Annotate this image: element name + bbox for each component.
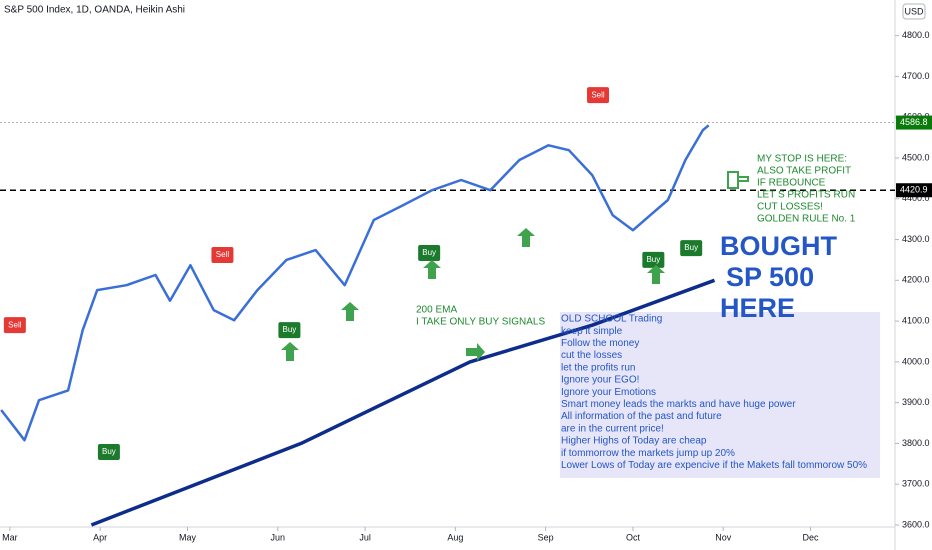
signal-marker <box>418 244 441 261</box>
y-tick-label: 3900.0 <box>902 397 930 407</box>
stop-text: CUT LOSSES! <box>757 202 823 213</box>
price-level-box <box>896 115 932 130</box>
note-line: OLD SCHOOL Trading <box>561 314 662 325</box>
arrow <box>647 265 665 284</box>
y-tick-label: 3800.0 <box>902 438 930 448</box>
note-line: cut the losses <box>561 350 622 361</box>
y-tick-label: 4400.0 <box>902 193 930 203</box>
stop-text: IF REBOUNCE <box>757 178 826 189</box>
price-level-label: 4420.9 <box>900 185 928 195</box>
note-line: are in the current price! <box>561 423 664 434</box>
signal-marker <box>587 87 610 104</box>
note-line: Follow the money <box>561 338 639 349</box>
note-line: Higher Highs of Today are cheap <box>561 436 707 447</box>
note-line: Ignore your EGO! <box>561 375 639 386</box>
signal-label: Buy <box>283 325 297 334</box>
stop-text: ALSO TAKE PROFIT <box>757 166 851 177</box>
bought-text: SP 500 <box>726 262 814 292</box>
x-tick-label: Nov <box>715 532 732 542</box>
signal-label: Buy <box>646 255 660 264</box>
currency-box[interactable] <box>902 3 926 20</box>
arrow <box>281 342 299 361</box>
x-tick-label: Sep <box>538 532 554 542</box>
signal-label: Sell <box>216 250 230 259</box>
x-tick-label: Jul <box>359 532 371 542</box>
x-tick-label: Jun <box>271 532 286 542</box>
price-level-box <box>896 183 932 198</box>
signal-marker <box>3 317 26 334</box>
y-tick-label: 4500.0 <box>902 152 930 162</box>
stop-text: GOLDEN RULE No. 1 <box>757 214 856 225</box>
note-line: Ignore your Emotions <box>561 387 656 398</box>
notes-box <box>560 312 880 478</box>
signal-label: Sell <box>591 90 605 99</box>
x-tick-label: Mar <box>2 532 18 542</box>
y-tick-label: 4000.0 <box>902 356 930 366</box>
x-tick-label: May <box>179 532 197 542</box>
arrow <box>517 228 535 247</box>
signal-label: Buy <box>102 447 116 456</box>
x-tick-label: Dec <box>803 532 820 542</box>
y-tick-label: 4300.0 <box>902 234 930 244</box>
signal-marker <box>97 444 120 461</box>
note-line: if tommorrow the markets jump up 20% <box>561 448 735 459</box>
x-tick-label: Oct <box>626 532 641 542</box>
currency[interactable]: USD <box>904 6 924 16</box>
signal-marker <box>680 240 703 257</box>
signal-marker <box>642 251 665 268</box>
note-line: Lower Lows of Today are expencive if the… <box>561 460 867 471</box>
note-line: Smart money leads the markts and have hu… <box>561 399 796 410</box>
y-tick-label: 3600.0 <box>902 519 930 529</box>
bought-text: HERE <box>720 293 795 323</box>
note-line: let the profits run <box>561 362 635 373</box>
arrow <box>341 302 359 321</box>
series-line <box>90 278 716 527</box>
note-line: All information of the past and future <box>561 411 722 422</box>
y-tick-label: 3700.0 <box>902 479 930 489</box>
x-tick-label: Aug <box>447 532 463 542</box>
signal-label: Sell <box>8 320 22 329</box>
hand-icon <box>727 171 749 189</box>
x-tick-label: Apr <box>93 532 107 542</box>
chart-title: S&P 500 Index, 1D, OANDA, Heikin Ashi <box>4 5 185 16</box>
note-line: keep it simple <box>561 326 623 337</box>
y-tick-label: 4100.0 <box>902 315 930 325</box>
series-line <box>0 124 710 442</box>
ema-text: I TAKE ONLY BUY SIGNALS <box>416 317 545 328</box>
bought-text: BOUGHT <box>720 231 837 261</box>
stop-text: MY STOP IS HERE: <box>757 154 847 165</box>
y-tick-label: 4800.0 <box>902 30 930 40</box>
arrow <box>466 343 485 361</box>
stop-text: LET S PROFITS RUN <box>757 190 855 201</box>
signal-marker <box>278 322 301 339</box>
y-tick-label: 4700.0 <box>902 71 930 81</box>
signal-marker <box>211 247 234 264</box>
signal-label: Buy <box>684 243 698 252</box>
arrow <box>423 260 441 279</box>
y-tick-label: 4200.0 <box>902 275 930 285</box>
price-level-label: 4586.8 <box>900 117 928 127</box>
ema-text: 200 EMA <box>416 305 457 316</box>
signal-label: Buy <box>422 248 436 257</box>
